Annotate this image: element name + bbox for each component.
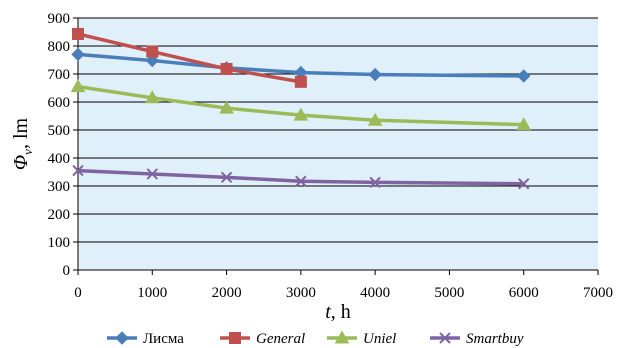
series-line-лисма bbox=[77, 52, 524, 78]
data-point-лисма-5 bbox=[517, 69, 531, 83]
data-point-smartbuy-3 bbox=[295, 175, 307, 187]
x-axis-variable: t bbox=[325, 301, 331, 323]
x-tick-label-0: 0 bbox=[74, 285, 82, 301]
data-point-uniel-5 bbox=[516, 117, 532, 131]
y-tick-label-700: 700 bbox=[48, 67, 71, 83]
data-point-smartbuy-5 bbox=[518, 178, 530, 190]
data-point-general-2 bbox=[220, 62, 233, 75]
y-axis-title: Φv, lm bbox=[10, 117, 35, 170]
legend: Лисма General Uniel Smartbuy bbox=[107, 330, 524, 347]
data-point-general-0 bbox=[72, 27, 84, 40]
legend-label-лисма: Лисма bbox=[143, 331, 184, 347]
data-point-general-3 bbox=[294, 75, 307, 88]
y-tick-label-600: 600 bbox=[48, 95, 71, 111]
data-point-smartbuy-2 bbox=[220, 171, 233, 184]
plot-area bbox=[78, 18, 598, 270]
x-axis-unit: , h bbox=[331, 301, 351, 323]
data-point-uniel-1 bbox=[144, 90, 160, 104]
series-line-general bbox=[77, 32, 302, 84]
data-point-лисма-0 bbox=[71, 47, 85, 62]
y-tick-label-800: 800 bbox=[48, 39, 71, 55]
data-point-uniel-2 bbox=[219, 100, 234, 114]
data-point-uniel-3 bbox=[293, 107, 309, 121]
legend-label-smartbuy: Smartbuy bbox=[466, 331, 524, 347]
series-line-smartbuy bbox=[77, 168, 524, 186]
x-tick-label-3000: 3000 bbox=[286, 285, 316, 301]
x-tick-label-2000: 2000 bbox=[212, 285, 242, 301]
legend-marker-smartbuy bbox=[439, 332, 451, 344]
series-group bbox=[70, 27, 532, 190]
x-tick-label-1000: 1000 bbox=[137, 285, 167, 301]
data-point-general-1 bbox=[146, 45, 159, 58]
data-point-smartbuy-0 bbox=[72, 164, 84, 177]
data-point-uniel-4 bbox=[367, 112, 383, 126]
y-tick-label-300: 300 bbox=[48, 179, 71, 195]
legend-marker-general bbox=[229, 332, 241, 344]
gridlines bbox=[78, 17, 598, 243]
x-tick-label-5000: 5000 bbox=[434, 285, 464, 301]
x-tick-labels: 0 1000 2000 3000 4000 5000 6000 7000 bbox=[74, 285, 613, 301]
data-point-лисма-4 bbox=[368, 67, 382, 82]
legend-label-general: General bbox=[256, 331, 305, 347]
x-tick-label-6000: 6000 bbox=[509, 285, 539, 301]
y-tick-label-100: 100 bbox=[48, 235, 71, 251]
x-tick-label-7000: 7000 bbox=[583, 285, 613, 301]
legend-marker-uniel bbox=[334, 330, 350, 344]
legend-label-uniel: Uniel bbox=[363, 331, 396, 347]
y-axis-subscript: v bbox=[20, 149, 35, 155]
legend-marker-лисма bbox=[115, 331, 129, 345]
y-tick-label-200: 200 bbox=[48, 207, 71, 223]
data-point-uniel-0 bbox=[70, 79, 86, 93]
y-tick-labels: 0 100 200 300 400 500 600 700 800 900 bbox=[48, 11, 71, 279]
y-axis-unit: , lm bbox=[10, 117, 32, 149]
y-axis-variable: Φ bbox=[10, 155, 32, 170]
y-tick-label-500: 500 bbox=[48, 123, 71, 139]
y-tick-label-900: 900 bbox=[48, 11, 71, 27]
y-tick-label-0: 0 bbox=[63, 263, 71, 279]
series-line-uniel bbox=[77, 84, 524, 127]
x-axis-title: t, h bbox=[325, 301, 351, 323]
x-tick-label-4000: 4000 bbox=[360, 285, 390, 301]
data-point-smartbuy-1 bbox=[146, 168, 158, 180]
y-tick-label-400: 400 bbox=[48, 151, 71, 167]
data-point-smartbuy-4 bbox=[369, 176, 381, 189]
